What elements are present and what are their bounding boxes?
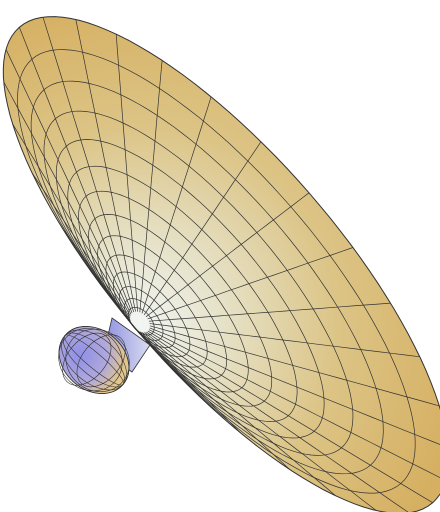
radial-grid [3, 81, 131, 317]
radial-grid [75, 19, 136, 312]
bulb-grid [58, 328, 123, 392]
radial-grid [18, 27, 133, 314]
radial-grid [137, 330, 242, 434]
bulb [58, 317, 151, 394]
radial-grid [144, 332, 377, 511]
radial-grid [139, 331, 291, 470]
radial-grid [142, 332, 337, 497]
radial-grid [133, 327, 144, 338]
radial-grid [149, 327, 440, 445]
funnel [2, 16, 440, 512]
bulb-grid [76, 334, 126, 388]
radial-grid [149, 325, 440, 407]
radial-grid [149, 323, 420, 358]
radial-grid [98, 282, 133, 326]
radial-grid [148, 302, 391, 322]
radial-grid [61, 226, 132, 324]
radial-grid [42, 17, 135, 313]
radial-grid [148, 329, 440, 479]
radial-grid [31, 173, 131, 321]
radial-grid [5, 49, 132, 315]
radial-grid [145, 192, 310, 318]
radial-grid [141, 96, 212, 314]
bulb-grid [61, 329, 127, 391]
radial-grid [115, 34, 138, 312]
radial-grid [12, 123, 131, 319]
radial-grid [143, 141, 262, 316]
radial-grid [146, 331, 409, 512]
funnel-surface [2, 16, 440, 512]
radial-grid [139, 60, 163, 313]
bulb-grid [62, 332, 112, 386]
radial-grid [147, 330, 433, 504]
radial-grid [147, 247, 354, 320]
bulb-grid [65, 328, 130, 392]
